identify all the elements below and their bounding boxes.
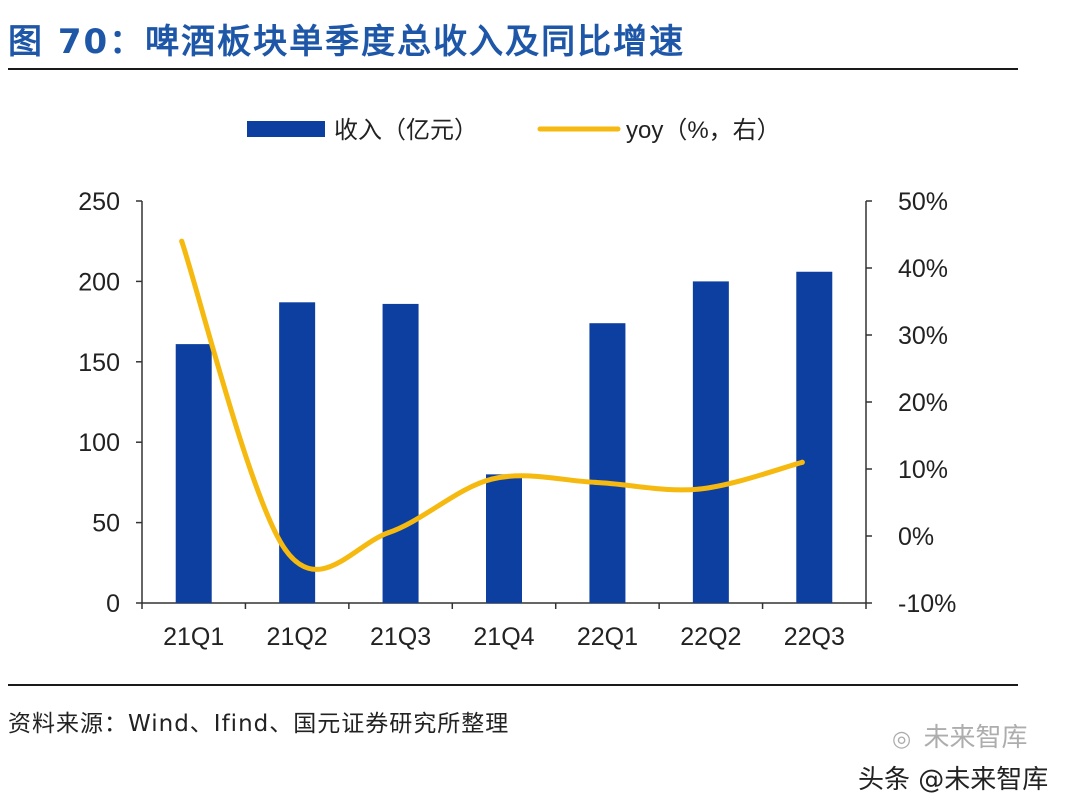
line-yoy-point [799, 459, 805, 465]
wechat-icon: ◎ [892, 727, 912, 752]
y-right-tick-label: 20% [898, 389, 948, 417]
y-right-tick-label: -10% [898, 590, 956, 618]
y-left-tick-label: 250 [78, 188, 120, 216]
y-left-tick-label: 200 [78, 268, 120, 296]
x-tick-label: 22Q1 [577, 623, 638, 651]
x-tick-label: 21Q3 [370, 623, 431, 651]
combo-chart: 0 50 100 150 200 250 -10% 0% 10% 20% 30% 40% 50% 21Q1… [78, 117, 956, 651]
line-yoy-point [696, 486, 702, 492]
y-right-tick-label: 30% [898, 322, 948, 350]
x-tick-label: 22Q3 [784, 623, 845, 651]
x-tick-label: 21Q1 [163, 623, 224, 651]
line-yoy-point [179, 238, 185, 244]
x-tick-label: 21Q4 [473, 623, 534, 651]
x-tick-label: 22Q2 [680, 623, 741, 651]
bar-revenue [279, 302, 316, 603]
y-right-tick-label: 0% [898, 523, 934, 551]
watermark-credit: 头条 @未来智库 [858, 765, 1049, 795]
y-right-tick-label: 50% [898, 188, 948, 216]
bar-revenue [175, 344, 212, 603]
y-left-tick-label: 150 [78, 349, 120, 377]
y-right-tick-label: 10% [898, 456, 948, 484]
legend-bar-swatch [247, 121, 325, 137]
bar-revenue [382, 303, 419, 603]
line-yoy [179, 238, 805, 572]
legend-line-label: yoy（%，右） [626, 117, 781, 144]
y-right-tick-label: 40% [898, 255, 948, 283]
line-yoy-point [282, 546, 288, 552]
title-rule [8, 68, 1018, 70]
bar-revenue [589, 323, 626, 603]
legend-bar-label: 收入（亿元） [334, 117, 478, 144]
x-tick-label: 21Q2 [267, 623, 328, 651]
watermark-logo: ◎ 未来智库 [892, 717, 1027, 754]
figure-title: 图 70：啤酒板块单季度总收入及同比增速 [8, 22, 686, 62]
watermark-logo-text: 未来智库 [923, 723, 1028, 753]
bar-revenue [692, 281, 729, 603]
line-yoy-point [489, 476, 495, 482]
bar-revenue [486, 474, 522, 603]
y-left-tick-label: 50 [92, 510, 120, 538]
y-left-tick-label: 100 [78, 429, 120, 457]
line-yoy-point [592, 479, 598, 485]
source-note: 资料来源：Wind、Ifind、国元证券研究所整理 [8, 711, 510, 737]
y-left-tick-label: 0 [106, 590, 120, 618]
bar-revenue [796, 271, 833, 603]
line-yoy-point [386, 530, 392, 536]
source-rule [8, 684, 1018, 686]
